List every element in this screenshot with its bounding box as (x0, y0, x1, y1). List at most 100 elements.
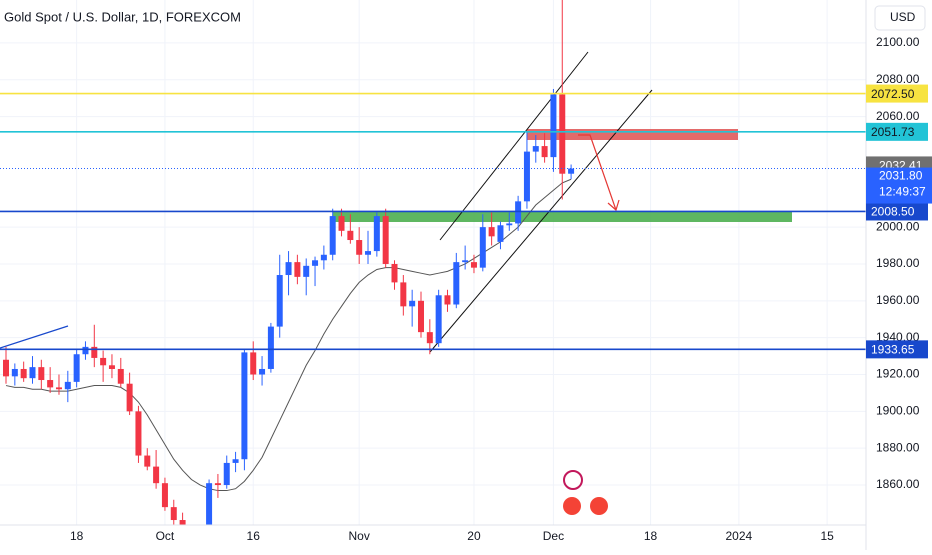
candle-body (223, 462, 230, 486)
level-label: 2008.50 (871, 205, 915, 219)
y-tick-label: 1940.00 (876, 330, 920, 344)
moving-average (5, 178, 572, 492)
currency-button[interactable] (874, 5, 926, 31)
candle-body (179, 520, 186, 525)
y-tick-label: 2080.00 (876, 72, 920, 86)
price-label: 2031.80 (879, 169, 923, 183)
candle-body (365, 251, 372, 255)
candle-body (470, 262, 477, 268)
level-label-box (866, 122, 928, 141)
candle-body (356, 240, 363, 255)
x-tick-label: Oct (156, 529, 175, 543)
level-label-box (866, 84, 928, 103)
candle-body (206, 483, 213, 525)
x-tick-label: 15 (820, 529, 834, 543)
candle-body (320, 254, 327, 261)
candle-body (241, 352, 248, 460)
candle-body (64, 381, 71, 390)
x-tick-label: Nov (349, 529, 370, 543)
candle-body (373, 216, 380, 252)
y-tick-label: 1880.00 (876, 440, 920, 454)
candle-body (144, 455, 151, 467)
supply-zone (527, 129, 738, 140)
candle-body (108, 365, 115, 369)
candle-body (214, 483, 221, 486)
channel-upper (439, 51, 589, 241)
candle-body (338, 216, 345, 231)
candle-body (161, 483, 168, 508)
drawings (0, 51, 792, 353)
candle-body (126, 383, 133, 412)
candle-body (3, 359, 10, 377)
candle-body (100, 357, 107, 366)
y-tick-label: 2000.00 (876, 219, 920, 233)
candle-body (91, 346, 98, 358)
level-label: 2072.50 (871, 87, 915, 101)
candle-body (409, 300, 416, 307)
candle-body (276, 275, 283, 327)
candle-body (38, 367, 45, 381)
candle-body (435, 295, 442, 344)
candle-body (523, 151, 530, 202)
x-tick-label: 18 (70, 529, 84, 543)
candle-body (259, 368, 266, 375)
event-icon[interactable] (563, 497, 581, 515)
candle-body (294, 262, 301, 277)
x-tick-label: 16 (247, 529, 261, 543)
price-label-box (866, 167, 932, 204)
candle-body (82, 346, 89, 355)
y-tick-label: 1980.00 (876, 256, 920, 270)
candle-body (285, 262, 292, 276)
candle-body (532, 146, 539, 152)
event-icon[interactable] (590, 497, 608, 515)
candle-body (312, 260, 319, 266)
candle-body (417, 300, 424, 333)
y-tick-label: 2060.00 (876, 109, 920, 123)
level-label: 1933.65 (871, 343, 915, 357)
candle-body (400, 282, 407, 307)
candle-body (303, 265, 310, 277)
candle-body (153, 466, 160, 484)
y-tick-label: 1960.00 (876, 293, 920, 307)
x-tick-label: Dec (543, 529, 564, 543)
event-icons (563, 470, 608, 515)
y-tick-label: 1860.00 (876, 477, 920, 491)
candle-body (20, 368, 27, 379)
candle-body (391, 263, 398, 283)
candle-body (11, 368, 18, 377)
candle-body (479, 227, 486, 268)
candle-body (506, 223, 513, 226)
candle-body (73, 354, 80, 382)
candle-body (170, 507, 177, 521)
level-label-box (866, 202, 928, 221)
chart-title: Gold Spot / U.S. Dollar, 1D, FOREXCOM (4, 9, 241, 24)
candle-body (29, 367, 36, 379)
candle-body (232, 459, 239, 463)
candle-body (559, 94, 566, 174)
countdown: 12:49:37 (879, 185, 926, 199)
axis-labels: 1860.00 1880.00 1900.00 1920.00 1940.00 1960.… (70, 35, 932, 543)
candle-body (550, 94, 557, 158)
candle-body (135, 411, 142, 456)
candle-body (117, 368, 124, 384)
arrow-head (607, 199, 620, 212)
trend-line (0, 325, 69, 349)
candle-body (462, 260, 469, 263)
demand-zone (333, 211, 792, 222)
candle-body (55, 387, 62, 390)
y-tick-label: 2100.00 (876, 35, 920, 49)
candle-body (453, 262, 460, 305)
candle-body (541, 146, 548, 158)
event-icon[interactable] (563, 470, 583, 490)
plot-area (0, 0, 866, 525)
candles (0, 0, 866, 525)
candle-body (382, 216, 389, 264)
level-label-box (866, 340, 928, 359)
candle-body (250, 352, 257, 375)
currency[interactable]: USD (890, 10, 916, 24)
x-tick-label: 2024 (726, 529, 753, 543)
arrow (578, 134, 617, 211)
